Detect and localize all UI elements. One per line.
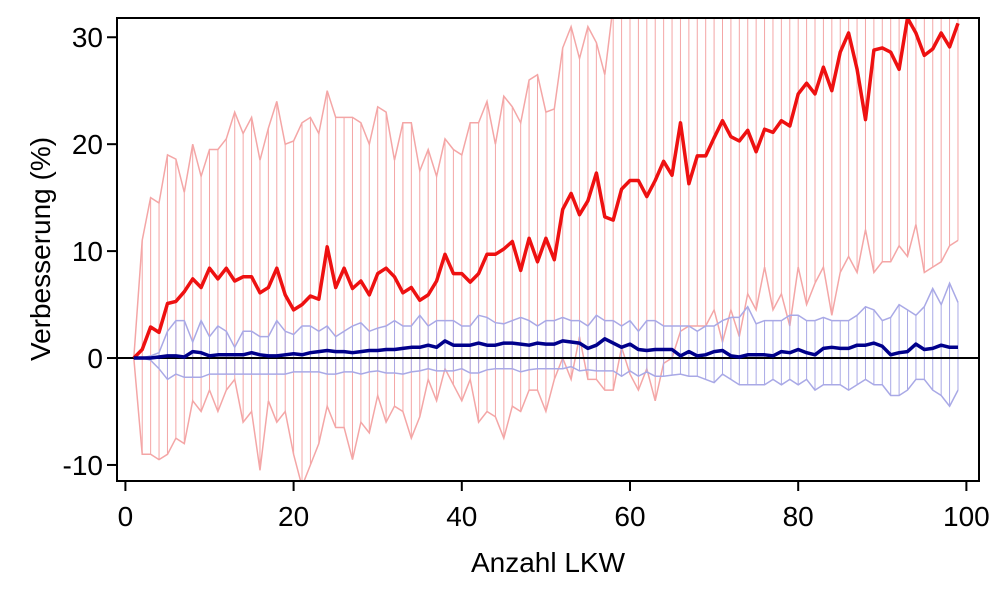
y-tick-label: 20 — [72, 129, 103, 160]
x-tick-label: 60 — [614, 501, 645, 532]
red-series-line — [132, 18, 960, 360]
plot-area — [117, 18, 979, 481]
y-axis-label: Verbesserung (%) — [25, 137, 56, 361]
y-axis: -10 0 10 20 30 — [63, 22, 117, 481]
red-band-upper-edge — [133, 18, 613, 359]
x-tick-label: 100 — [943, 501, 990, 532]
red-band-lower-edge — [133, 224, 959, 481]
plot-frame — [116, 17, 980, 482]
y-tick-label: 30 — [72, 22, 103, 53]
y-tick-label: 0 — [87, 343, 103, 374]
x-tick-label: 80 — [783, 501, 814, 532]
y-tick-label: -10 — [63, 450, 103, 481]
x-tick-label: 0 — [118, 501, 134, 532]
x-tick-label: 40 — [446, 501, 477, 532]
x-axis-label: Anzahl LKW — [471, 547, 626, 578]
y-tick-label: 10 — [72, 236, 103, 267]
x-axis: 0 20 40 60 80 100 — [118, 481, 990, 532]
x-tick-label: 20 — [278, 501, 309, 532]
blue-series-line — [133, 337, 958, 360]
blue-band-lower-edge — [133, 357, 959, 408]
blue-band-upper-edge — [133, 281, 959, 359]
